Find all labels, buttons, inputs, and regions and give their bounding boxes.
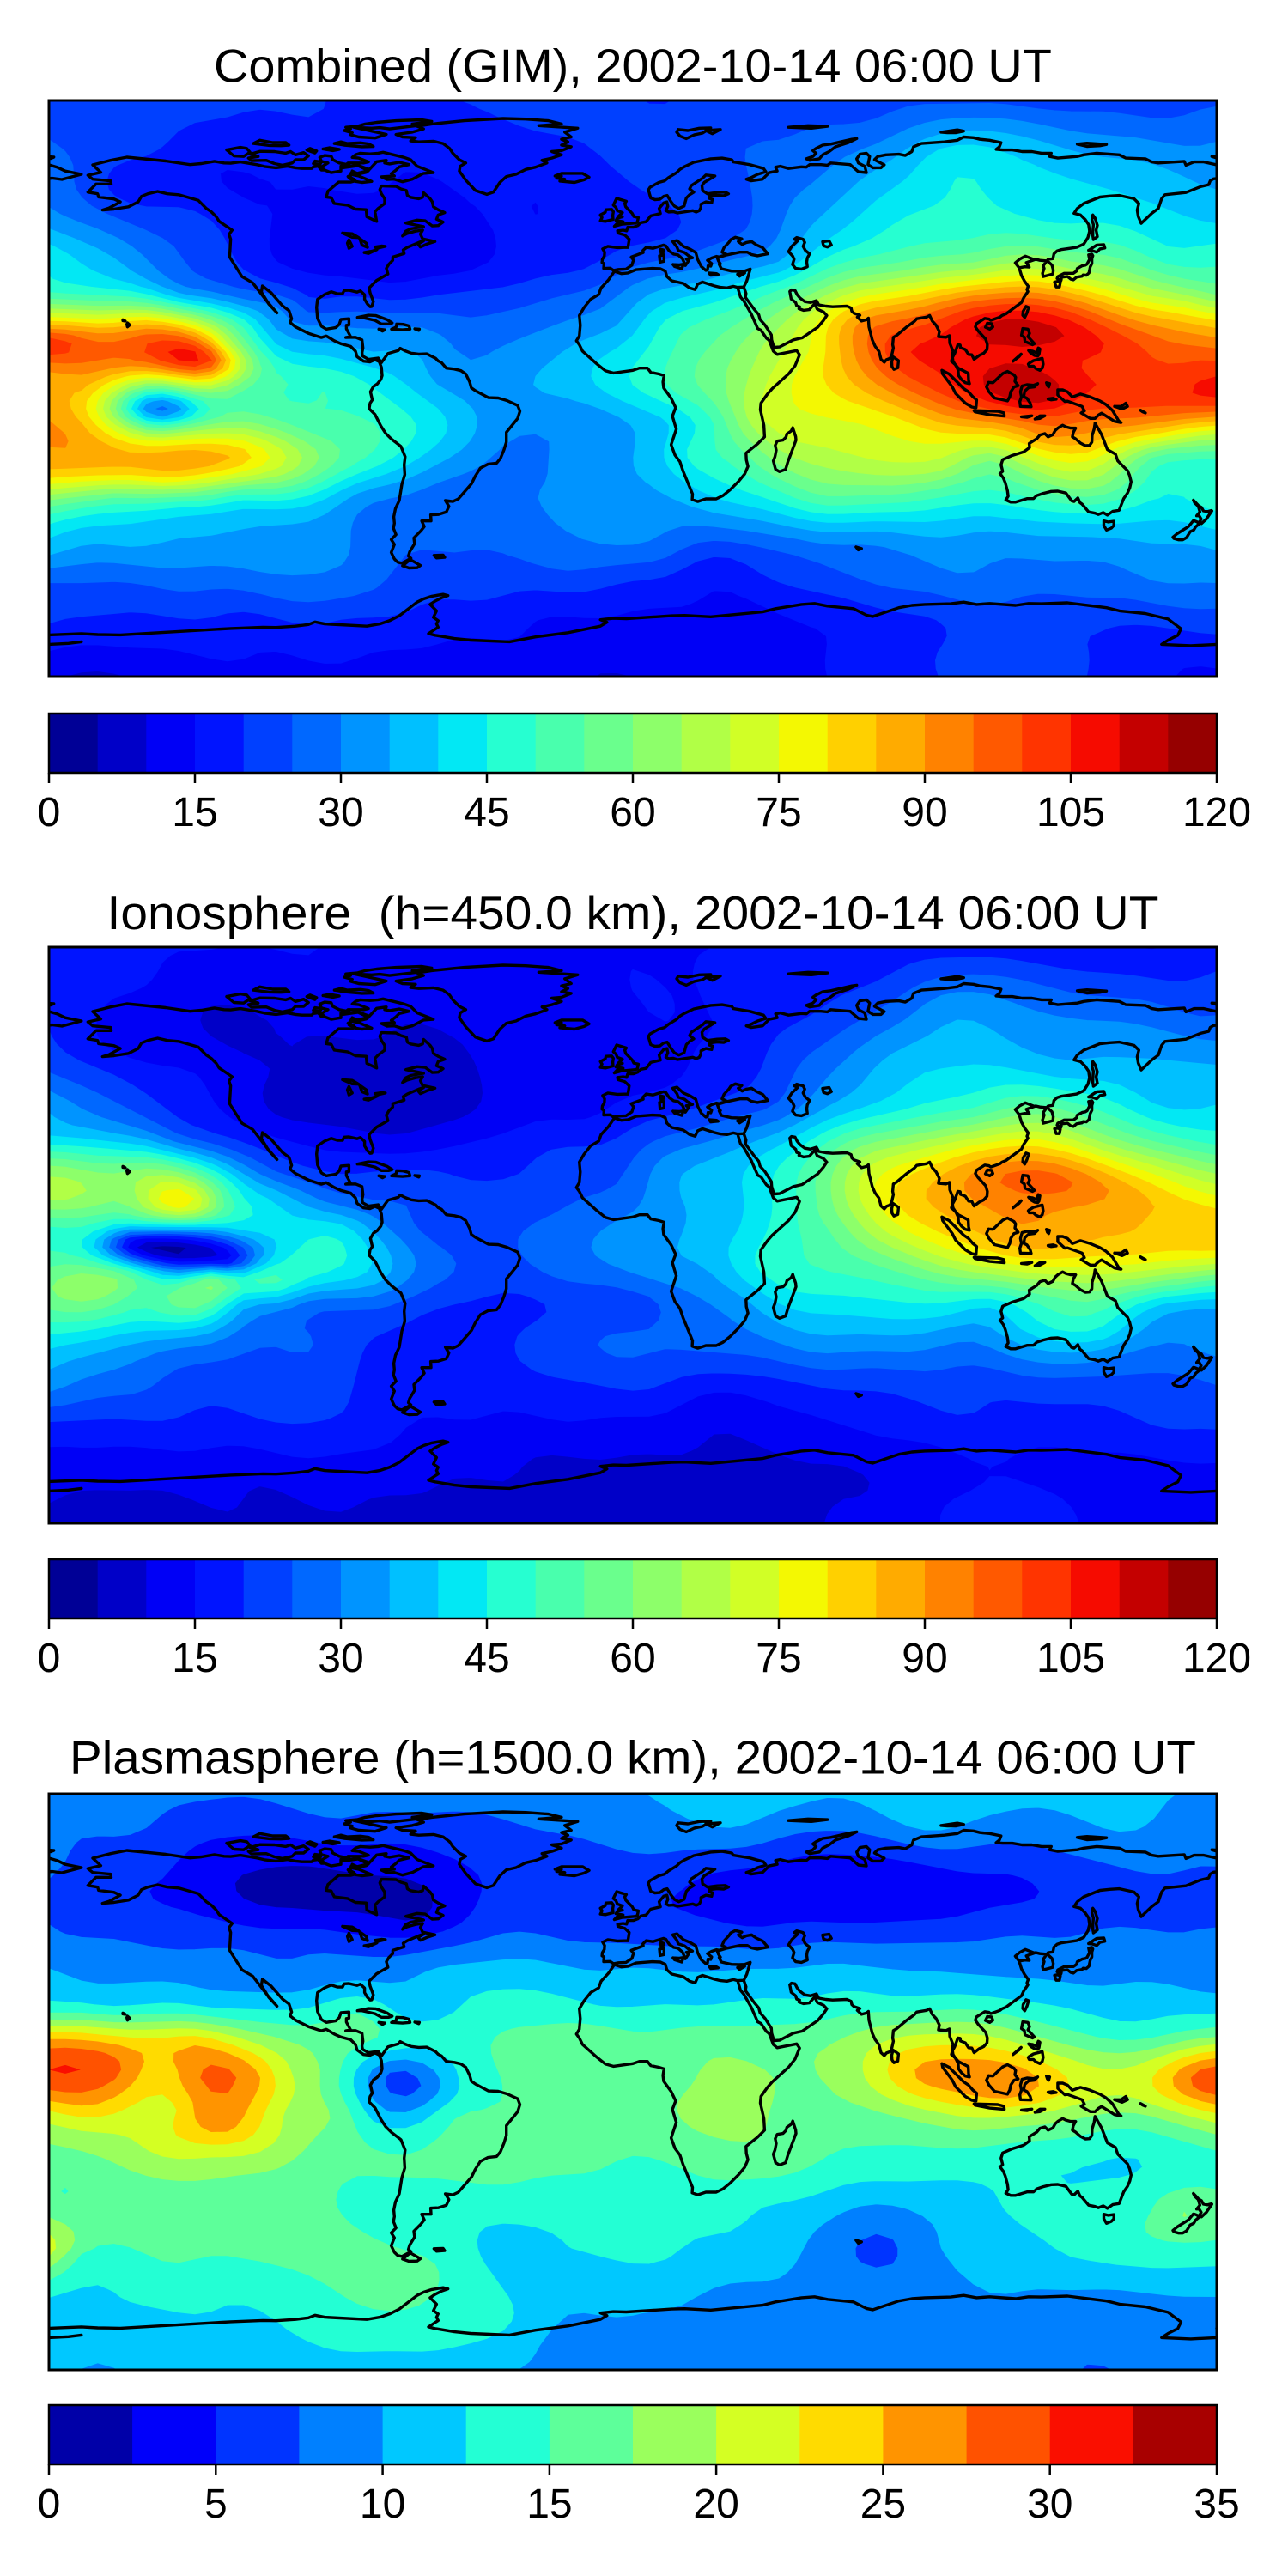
svg-text:45: 45 xyxy=(464,1636,509,1681)
svg-text:5: 5 xyxy=(204,2482,228,2527)
svg-text:105: 105 xyxy=(1036,1636,1105,1681)
svg-text:20: 20 xyxy=(693,2482,738,2527)
svg-text:Plasmasphere (h=1500.0 km), 20: Plasmasphere (h=1500.0 km), 2002-10-14 0… xyxy=(70,1731,1196,1783)
svg-text:120: 120 xyxy=(1182,1636,1251,1681)
svg-text:30: 30 xyxy=(318,1636,363,1681)
svg-text:60: 60 xyxy=(610,1636,655,1681)
svg-text:Combined (GIM), 2002-10-14 06:: Combined (GIM), 2002-10-14 06:00 UT xyxy=(214,39,1052,92)
svg-text:75: 75 xyxy=(756,790,801,835)
svg-text:0: 0 xyxy=(38,2482,61,2527)
svg-text:60: 60 xyxy=(610,790,655,835)
svg-text:35: 35 xyxy=(1194,2482,1239,2527)
svg-text:25: 25 xyxy=(860,2482,906,2527)
svg-text:15: 15 xyxy=(526,2482,572,2527)
svg-text:0: 0 xyxy=(38,790,61,835)
svg-text:15: 15 xyxy=(172,790,217,835)
svg-text:Ionosphere (h=450.0 km), 2002: Ionosphere (h=450.0 km), 2002-10-14 06:0… xyxy=(107,886,1159,939)
svg-text:90: 90 xyxy=(902,1636,947,1681)
svg-text:45: 45 xyxy=(464,790,509,835)
svg-text:90: 90 xyxy=(902,790,947,835)
svg-text:120: 120 xyxy=(1182,790,1251,835)
svg-text:10: 10 xyxy=(360,2482,405,2527)
svg-text:30: 30 xyxy=(1027,2482,1072,2527)
svg-text:75: 75 xyxy=(756,1636,801,1681)
svg-text:30: 30 xyxy=(318,790,363,835)
svg-text:15: 15 xyxy=(172,1636,217,1681)
svg-text:0: 0 xyxy=(38,1636,61,1681)
svg-text:105: 105 xyxy=(1036,790,1105,835)
